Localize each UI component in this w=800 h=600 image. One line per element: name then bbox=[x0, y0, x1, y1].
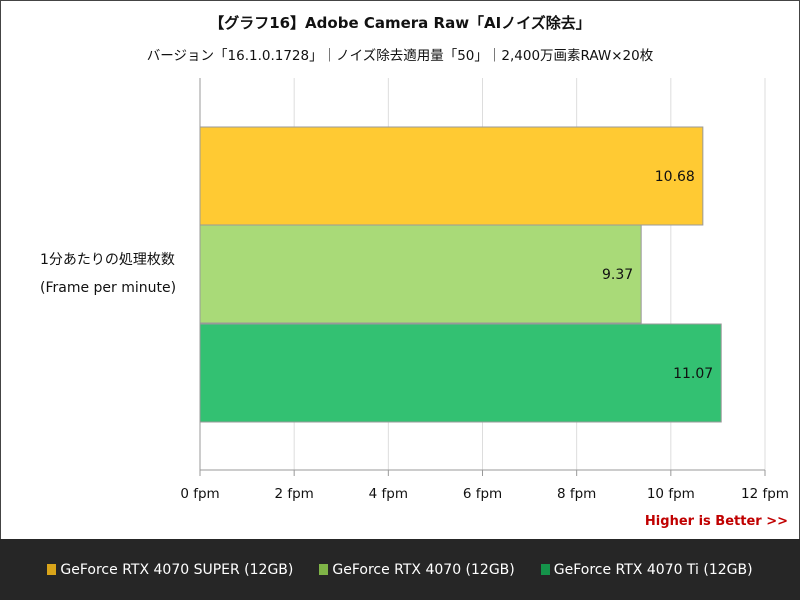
legend-item: GeForce RTX 4070 SUPER (12GB) bbox=[47, 562, 293, 578]
bar bbox=[199, 323, 722, 423]
bar bbox=[199, 224, 642, 324]
legend-swatch bbox=[319, 564, 329, 575]
chart-subtitle: バージョン「16.1.0.1728」｜ノイズ除去適用量「50」｜2,400万画素… bbox=[146, 48, 654, 64]
plot-area: 0 fpm 2 fpm 4 fpm 6 fpm 8 fpm 10 fpm 12 fpm 10.… bbox=[40, 78, 789, 502]
y-category-label: 1分あたりの処理枚数 bbox=[40, 252, 175, 268]
x-tick-label: 4 fpm bbox=[369, 486, 408, 502]
legend-label: GeForce RTX 4070 SUPER (12GB) bbox=[60, 561, 294, 578]
x-tick-label: 12 fpm bbox=[741, 486, 789, 502]
y-category-label: (Frame per minute) bbox=[40, 280, 176, 296]
legend-item: GeForce RTX 4070 (12GB) bbox=[319, 561, 515, 578]
x-tick-label: 10 fpm bbox=[647, 486, 695, 502]
legend-item: GeForce RTX 4070 Ti (12GB) bbox=[540, 561, 753, 578]
bar-value-label: 9.37 bbox=[602, 267, 633, 283]
bar-value-label: 11.07 bbox=[673, 366, 713, 382]
legend: GeForce RTX 4070 SUPER (12GB) GeForce RTX… bbox=[0, 539, 800, 600]
x-tick-label: 8 fpm bbox=[557, 486, 596, 502]
legend-label: GeForce RTX 4070 Ti (12GB) bbox=[553, 561, 753, 578]
bar-value-label: 10.68 bbox=[655, 169, 695, 185]
chart-title: 【グラフ16】Adobe Camera Raw「AIノイズ除去」 bbox=[209, 14, 591, 32]
legend-swatch bbox=[47, 564, 57, 575]
x-tick-label: 2 fpm bbox=[274, 486, 313, 502]
legend-label: GeForce RTX 4070 (12GB) bbox=[332, 561, 515, 578]
bar bbox=[199, 126, 704, 226]
legend-swatch bbox=[540, 564, 550, 575]
higher-is-better-note: Higher is Better >> bbox=[644, 514, 788, 529]
x-tick-label: 0 fpm bbox=[180, 486, 219, 502]
x-tick-label: 6 fpm bbox=[463, 486, 502, 502]
